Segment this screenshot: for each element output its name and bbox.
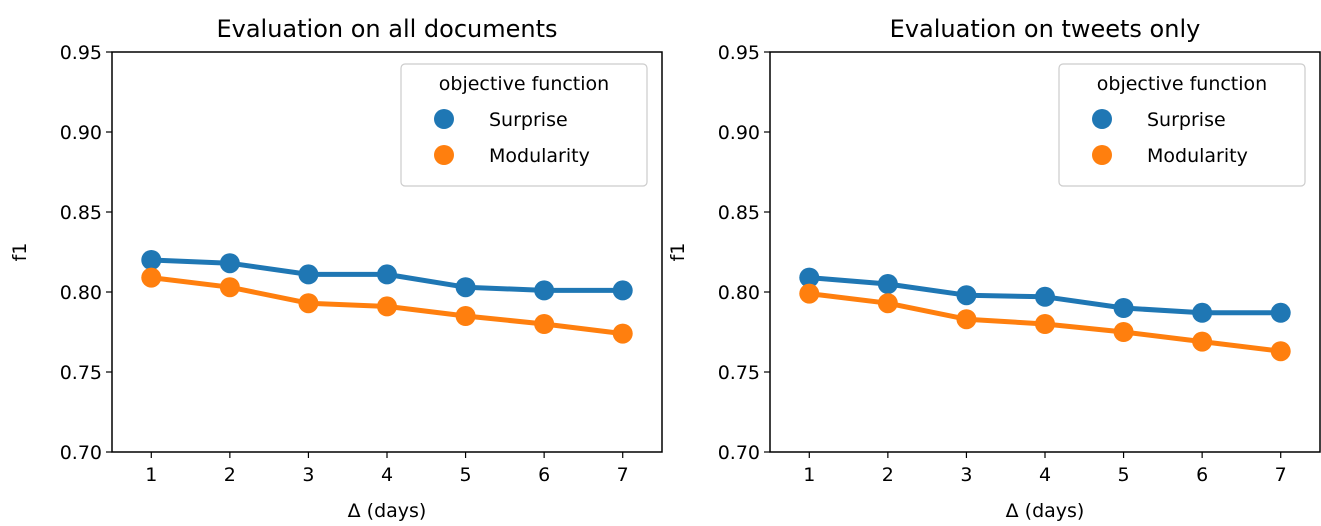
legend-label-modularity: Modularity	[1147, 145, 1248, 167]
data-point-surprise	[799, 267, 820, 288]
x-tick-label: 5	[1118, 464, 1130, 486]
y-axis-label: f1	[667, 243, 689, 262]
x-axis-label: Δ (days)	[1006, 500, 1085, 522]
y-tick-label: 0.85	[60, 202, 102, 224]
x-tick-label: 2	[224, 464, 236, 486]
plot-frame	[111, 51, 663, 453]
x-tick-label: 7	[1275, 464, 1287, 486]
legend-label-surprise: Surprise	[489, 109, 568, 131]
data-point-surprise	[1113, 298, 1134, 318]
data-point-surprise	[956, 285, 977, 306]
data-point-modularity	[1192, 331, 1213, 352]
data-point-modularity	[956, 309, 977, 330]
x-tick-label: 1	[145, 464, 157, 486]
data-point-modularity	[141, 267, 162, 288]
data-point-surprise	[298, 264, 319, 285]
x-tick-label: 7	[617, 464, 629, 486]
legend-box	[1058, 63, 1306, 187]
data-point-surprise	[455, 277, 476, 298]
x-tick-label: 3	[302, 464, 314, 486]
x-tick-label: 6	[538, 464, 550, 486]
data-point-modularity	[298, 293, 319, 314]
y-axis-label: f1	[9, 243, 31, 262]
x-tick-label: 6	[1196, 464, 1208, 486]
legend-marker-modularity	[434, 145, 454, 165]
data-point-surprise	[877, 274, 898, 294]
data-point-modularity	[1270, 341, 1291, 362]
data-point-surprise	[1192, 302, 1213, 323]
legend-title: objective function	[1097, 73, 1267, 95]
y-tick-label: 0.85	[718, 202, 760, 224]
data-point-surprise	[612, 280, 633, 301]
data-point-modularity	[1035, 314, 1055, 334]
y-tick-label: 0.80	[718, 282, 760, 304]
legend-label-modularity: Modularity	[489, 145, 590, 167]
data-point-surprise	[534, 280, 555, 301]
data-point-modularity	[877, 293, 898, 314]
data-point-surprise	[219, 253, 240, 274]
y-tick-label: 0.95	[718, 42, 760, 64]
data-point-surprise	[1270, 302, 1291, 323]
y-tick-label: 0.75	[60, 362, 102, 384]
x-axis-label: Δ (days)	[348, 500, 427, 522]
data-point-surprise	[141, 250, 162, 270]
x-tick-label: 1	[803, 464, 815, 486]
legend-title: objective function	[439, 73, 609, 95]
chart-title: Evaluation on all documents	[216, 15, 557, 43]
y-tick-label: 0.90	[718, 122, 760, 144]
chart-panel-tweets-only: Evaluation on tweets only 0.70 0.75 0.80 0.8…	[667, 15, 1321, 522]
plot-frame	[769, 51, 1321, 453]
x-tick-label: 2	[882, 464, 894, 486]
data-point-modularity	[799, 283, 820, 304]
data-point-modularity	[219, 277, 240, 298]
data-point-modularity	[1113, 322, 1134, 342]
legend-label-surprise: Surprise	[1147, 109, 1226, 131]
y-tick-label: 0.70	[60, 442, 102, 464]
y-tick-label: 0.95	[60, 42, 102, 64]
legend-box	[400, 63, 648, 187]
chart-panel-all-documents: Evaluation on all documents 0.70 0.75 0.80 0…	[9, 15, 663, 522]
x-tick-label: 4	[1039, 464, 1051, 486]
legend-marker-surprise	[1092, 109, 1112, 129]
data-point-modularity	[455, 306, 476, 326]
y-tick-label: 0.80	[60, 282, 102, 304]
x-tick-label: 3	[960, 464, 972, 486]
legend-marker-modularity	[1092, 145, 1112, 165]
data-point-surprise	[1035, 286, 1055, 307]
legend-marker-surprise	[434, 109, 454, 129]
data-point-modularity	[377, 296, 397, 317]
y-tick-label: 0.75	[718, 362, 760, 384]
data-point-modularity	[612, 323, 633, 344]
x-tick-label: 5	[460, 464, 472, 486]
data-point-surprise	[377, 264, 397, 285]
y-tick-label: 0.90	[60, 122, 102, 144]
x-tick-label: 4	[381, 464, 393, 486]
data-point-modularity	[534, 314, 555, 334]
chart-title: Evaluation on tweets only	[890, 15, 1201, 43]
y-tick-label: 0.70	[718, 442, 760, 464]
